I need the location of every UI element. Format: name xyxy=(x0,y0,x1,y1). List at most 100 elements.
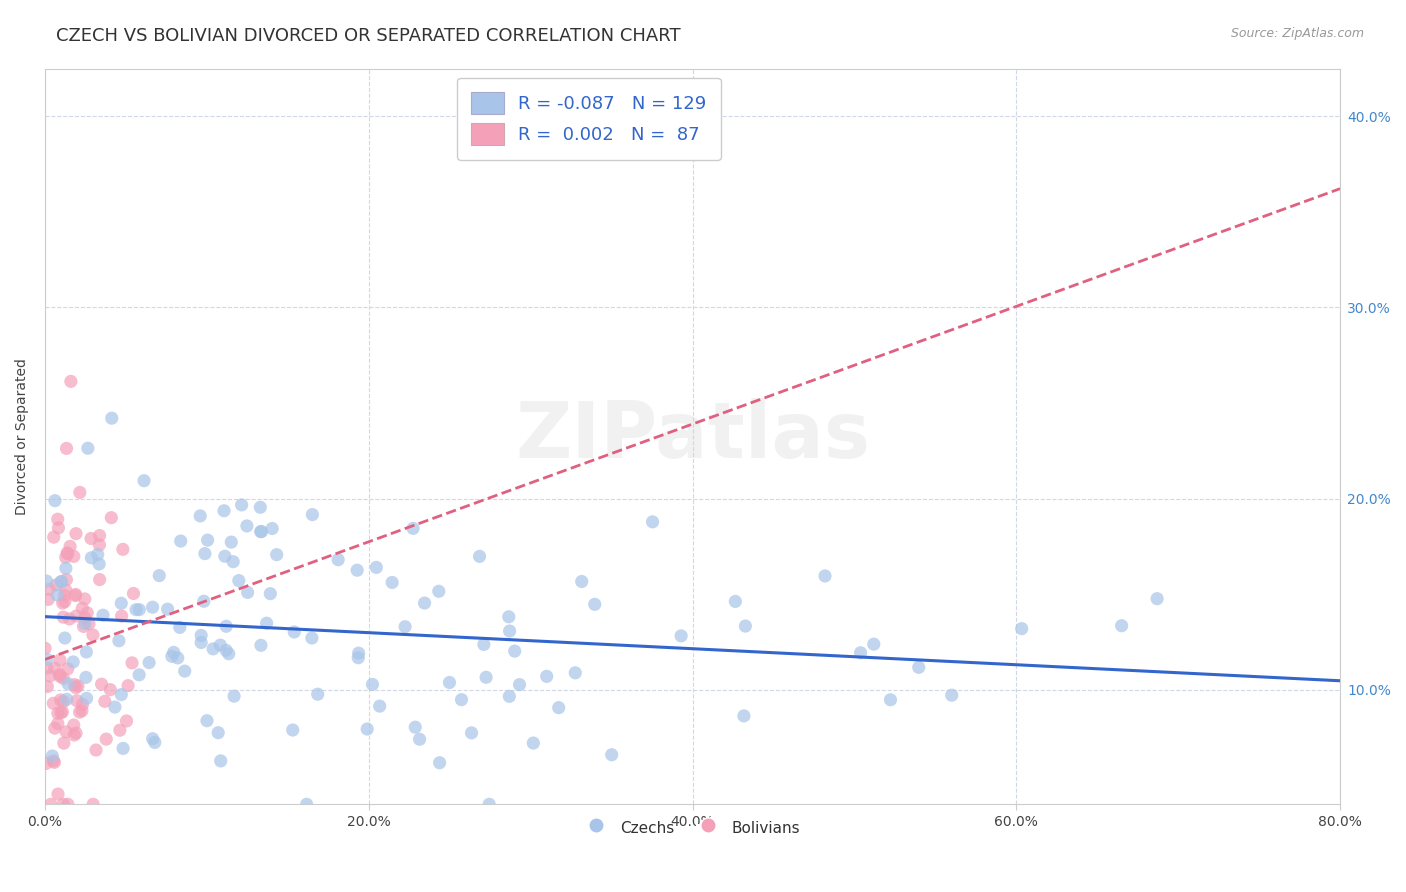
Point xyxy=(44,493,66,508)
Point xyxy=(571,574,593,589)
Point xyxy=(427,584,450,599)
Point xyxy=(219,535,242,549)
Point xyxy=(46,716,69,731)
Point xyxy=(301,508,323,522)
Point xyxy=(56,797,79,812)
Point xyxy=(46,787,69,801)
Point xyxy=(52,671,75,685)
Point xyxy=(52,610,75,624)
Point xyxy=(66,679,89,693)
Point xyxy=(328,552,350,566)
Point xyxy=(52,695,75,709)
Point xyxy=(111,542,134,557)
Point xyxy=(1111,618,1133,632)
Point xyxy=(49,574,72,589)
Point xyxy=(347,646,370,660)
Point xyxy=(62,718,84,732)
Point xyxy=(89,573,111,587)
Point xyxy=(51,705,73,719)
Point xyxy=(231,498,253,512)
Point xyxy=(215,643,238,657)
Point xyxy=(212,504,235,518)
Point xyxy=(55,550,77,565)
Point xyxy=(236,519,259,533)
Point xyxy=(35,574,58,588)
Point xyxy=(73,611,96,625)
Text: Source: ZipAtlas.com: Source: ZipAtlas.com xyxy=(1230,27,1364,40)
Point xyxy=(44,661,66,675)
Point xyxy=(49,706,72,720)
Point xyxy=(91,608,114,623)
Point xyxy=(879,692,901,706)
Point xyxy=(46,706,69,721)
Point xyxy=(404,720,426,734)
Point xyxy=(37,680,59,694)
Point xyxy=(250,524,273,539)
Point xyxy=(222,555,245,569)
Point xyxy=(44,721,66,735)
Point xyxy=(53,588,76,602)
Point xyxy=(37,592,59,607)
Point xyxy=(77,616,100,631)
Point xyxy=(42,754,65,768)
Point xyxy=(402,521,425,535)
Point xyxy=(62,655,84,669)
Point xyxy=(45,578,67,592)
Point xyxy=(49,669,72,683)
Point xyxy=(583,597,606,611)
Point xyxy=(46,512,69,526)
Point xyxy=(472,637,495,651)
Point xyxy=(59,375,82,389)
Text: ZIPatlas: ZIPatlas xyxy=(515,399,870,475)
Point xyxy=(190,635,212,649)
Point xyxy=(128,602,150,616)
Point xyxy=(48,521,70,535)
Point xyxy=(361,677,384,691)
Point xyxy=(907,660,929,674)
Y-axis label: Divorced or Separated: Divorced or Separated xyxy=(15,358,30,515)
Point xyxy=(48,667,70,681)
Point xyxy=(100,411,122,425)
Point xyxy=(478,797,501,812)
Point xyxy=(72,619,94,633)
Point xyxy=(307,687,329,701)
Point xyxy=(132,474,155,488)
Point xyxy=(346,563,368,577)
Point xyxy=(394,620,416,634)
Point xyxy=(65,609,87,624)
Point xyxy=(84,743,107,757)
Point xyxy=(669,629,692,643)
Point xyxy=(250,638,273,652)
Point xyxy=(498,690,520,704)
Point xyxy=(65,589,87,603)
Point xyxy=(55,561,77,575)
Point xyxy=(56,662,79,676)
Point xyxy=(170,534,193,549)
Point xyxy=(104,700,127,714)
Point xyxy=(90,677,112,691)
Point xyxy=(42,696,65,710)
Point xyxy=(163,645,186,659)
Point xyxy=(63,728,86,742)
Point xyxy=(283,624,305,639)
Point xyxy=(39,797,62,812)
Point xyxy=(82,628,104,642)
Point xyxy=(39,669,62,683)
Point xyxy=(80,550,103,565)
Point xyxy=(112,741,135,756)
Point xyxy=(366,560,388,574)
Point xyxy=(262,521,284,535)
Point xyxy=(52,596,75,610)
Point xyxy=(193,594,215,608)
Point xyxy=(96,732,118,747)
Point xyxy=(75,670,97,684)
Point xyxy=(87,557,110,571)
Point xyxy=(34,641,56,656)
Point xyxy=(143,735,166,749)
Point xyxy=(100,510,122,524)
Point xyxy=(108,633,131,648)
Point xyxy=(368,699,391,714)
Point xyxy=(75,645,97,659)
Point xyxy=(52,797,75,812)
Point xyxy=(169,620,191,634)
